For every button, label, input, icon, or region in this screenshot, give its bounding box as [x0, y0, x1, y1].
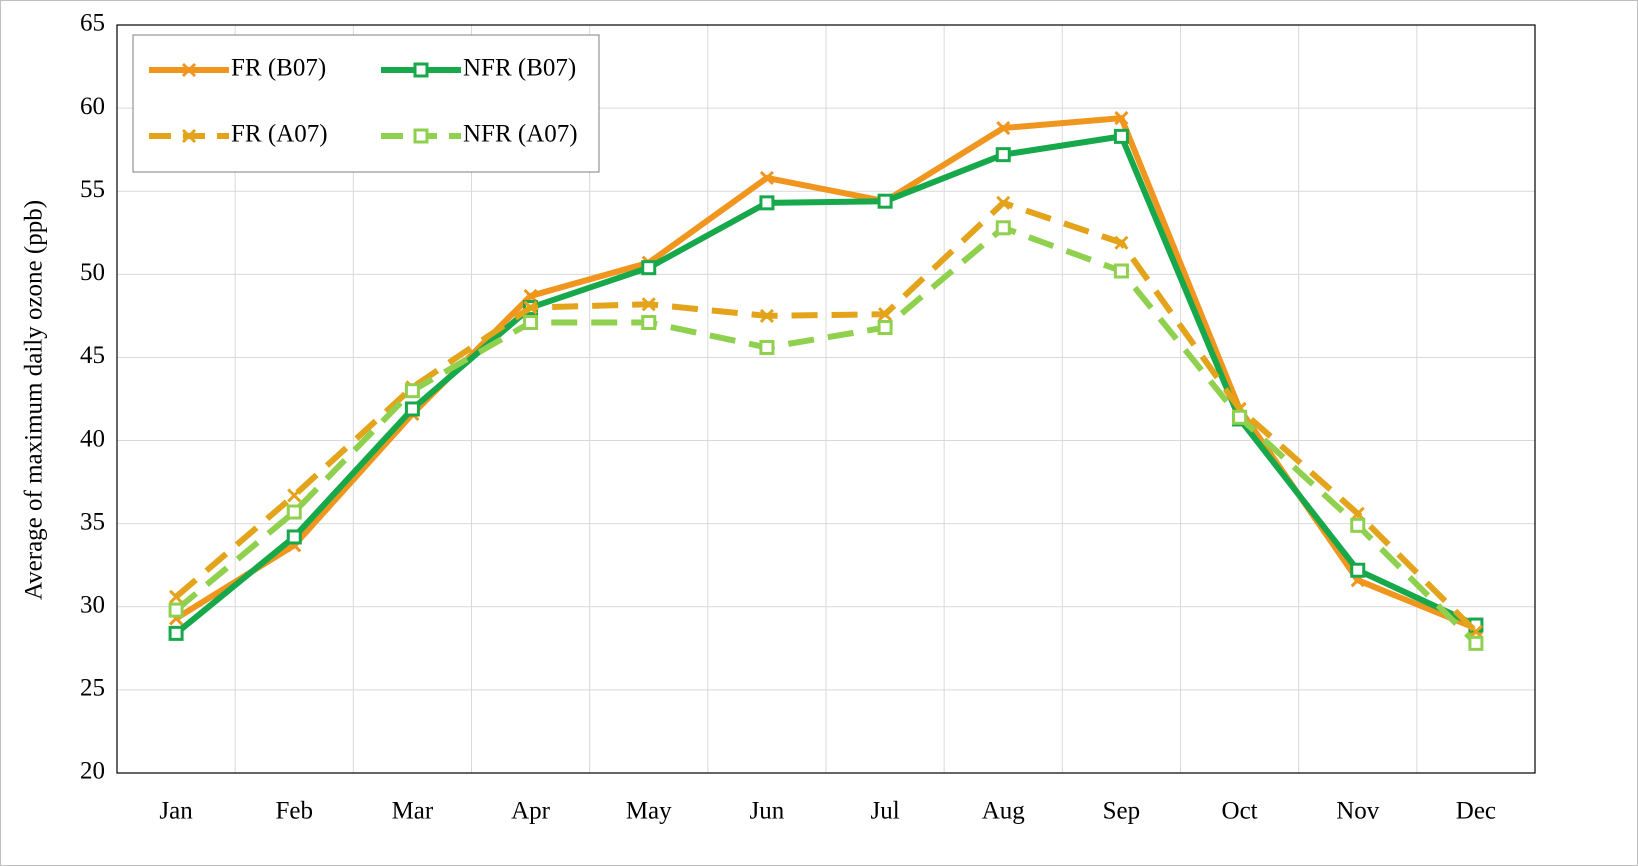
- marker: [995, 147, 1011, 163]
- marker: [1232, 409, 1248, 425]
- marker: [169, 589, 184, 604]
- marker: [1114, 235, 1129, 250]
- marker: [877, 193, 893, 209]
- x-tick-label: Sep: [1103, 798, 1141, 825]
- marker: [1350, 517, 1366, 533]
- legend-box: [132, 34, 600, 173]
- legend-marker: [181, 128, 197, 144]
- x-tick-label: Jul: [870, 798, 899, 825]
- legend-marker: [181, 62, 197, 78]
- x-tick-label: Apr: [511, 798, 551, 825]
- legend-label: FR (B07): [231, 55, 326, 82]
- y-tick-label: 55: [80, 176, 105, 203]
- x-tick-label: Oct: [1222, 798, 1258, 825]
- marker: [1468, 635, 1484, 651]
- marker: [1113, 263, 1129, 279]
- marker: [641, 297, 656, 312]
- marker: [1350, 506, 1365, 521]
- y-tick-label: 50: [80, 259, 105, 286]
- x-tick-label: Mar: [392, 798, 434, 825]
- marker: [759, 308, 774, 323]
- marker: [759, 195, 775, 211]
- marker: [641, 260, 657, 276]
- marker: [523, 300, 538, 315]
- series-line: [174, 115, 1478, 632]
- x-tick-label: Nov: [1336, 798, 1380, 825]
- marker: [287, 488, 302, 503]
- series-line: [174, 133, 1478, 636]
- marker: [759, 170, 774, 185]
- y-tick-label: 25: [80, 675, 105, 702]
- marker: [877, 320, 893, 336]
- x-tick-label: Feb: [276, 798, 314, 825]
- marker: [404, 401, 420, 417]
- marker: [995, 220, 1011, 236]
- y-tick-label: 30: [80, 592, 105, 619]
- marker: [1114, 111, 1129, 126]
- y-tick-label: 20: [80, 758, 105, 785]
- x-tick-label: Jun: [750, 798, 785, 825]
- marker: [996, 120, 1011, 136]
- y-tick-label: 40: [80, 425, 105, 452]
- y-tick-label: 60: [80, 93, 105, 120]
- marker: [996, 195, 1011, 210]
- marker: [523, 288, 538, 304]
- x-tick-label: Aug: [982, 798, 1026, 825]
- marker: [523, 315, 539, 331]
- y-tick-label: 35: [80, 508, 105, 535]
- x-tick-label: Dec: [1456, 798, 1496, 825]
- marker: [759, 339, 775, 355]
- x-tick-label: Jan: [159, 798, 193, 825]
- marker: [878, 307, 893, 322]
- marker: [641, 315, 657, 331]
- y-axis-label: Average of maximum daily ozone (ppb): [21, 200, 48, 600]
- series-line: [174, 199, 1479, 634]
- legend-marker: [413, 128, 429, 144]
- legend-label: NFR (B07): [463, 55, 576, 82]
- marker: [1113, 128, 1129, 144]
- x-tick-label: May: [626, 798, 672, 825]
- legend-marker: [413, 62, 429, 78]
- legend-label: NFR (A07): [463, 121, 578, 148]
- marker: [286, 529, 302, 545]
- series-line: [174, 224, 1479, 646]
- y-tick-label: 65: [80, 10, 105, 37]
- plot-frame: [116, 24, 1536, 774]
- y-tick-label: 45: [80, 342, 105, 369]
- marker: [168, 602, 184, 618]
- marker: [1350, 562, 1366, 578]
- legend-label: FR (A07): [231, 121, 328, 148]
- marker: [168, 625, 184, 641]
- marker: [404, 383, 420, 399]
- marker: [286, 504, 302, 520]
